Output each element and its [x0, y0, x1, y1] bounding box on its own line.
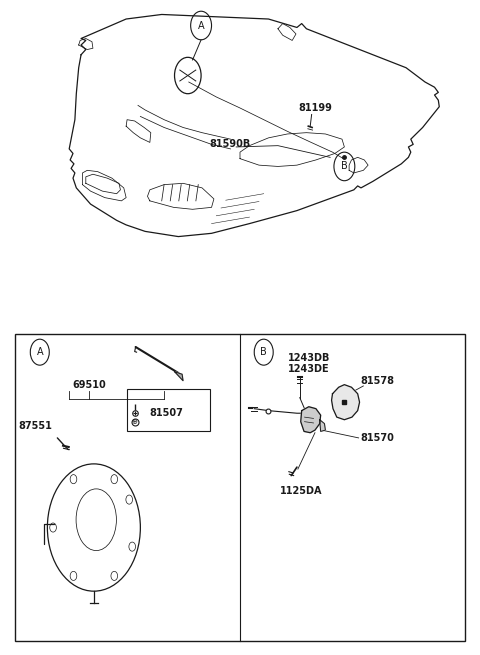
Text: 87551: 87551: [18, 421, 52, 431]
Text: B: B: [341, 161, 348, 172]
Text: 1125DA: 1125DA: [280, 486, 323, 496]
Polygon shape: [320, 420, 325, 432]
Polygon shape: [301, 407, 321, 433]
Text: 81199: 81199: [298, 103, 332, 113]
Bar: [127, 389, 210, 432]
Text: B: B: [260, 347, 267, 357]
Text: 1243DE: 1243DE: [288, 364, 329, 374]
Polygon shape: [175, 371, 183, 381]
Text: 81578: 81578: [360, 376, 395, 386]
Polygon shape: [332, 384, 360, 420]
Text: A: A: [36, 347, 43, 357]
Text: ⊕: ⊕: [132, 419, 138, 424]
Text: 81570: 81570: [360, 433, 395, 443]
Bar: [14, 334, 466, 641]
Text: 81507: 81507: [150, 408, 184, 419]
Text: 81590B: 81590B: [210, 140, 251, 149]
Text: A: A: [198, 20, 204, 31]
Text: 69510: 69510: [72, 380, 106, 390]
Text: 1243DB: 1243DB: [288, 353, 330, 363]
